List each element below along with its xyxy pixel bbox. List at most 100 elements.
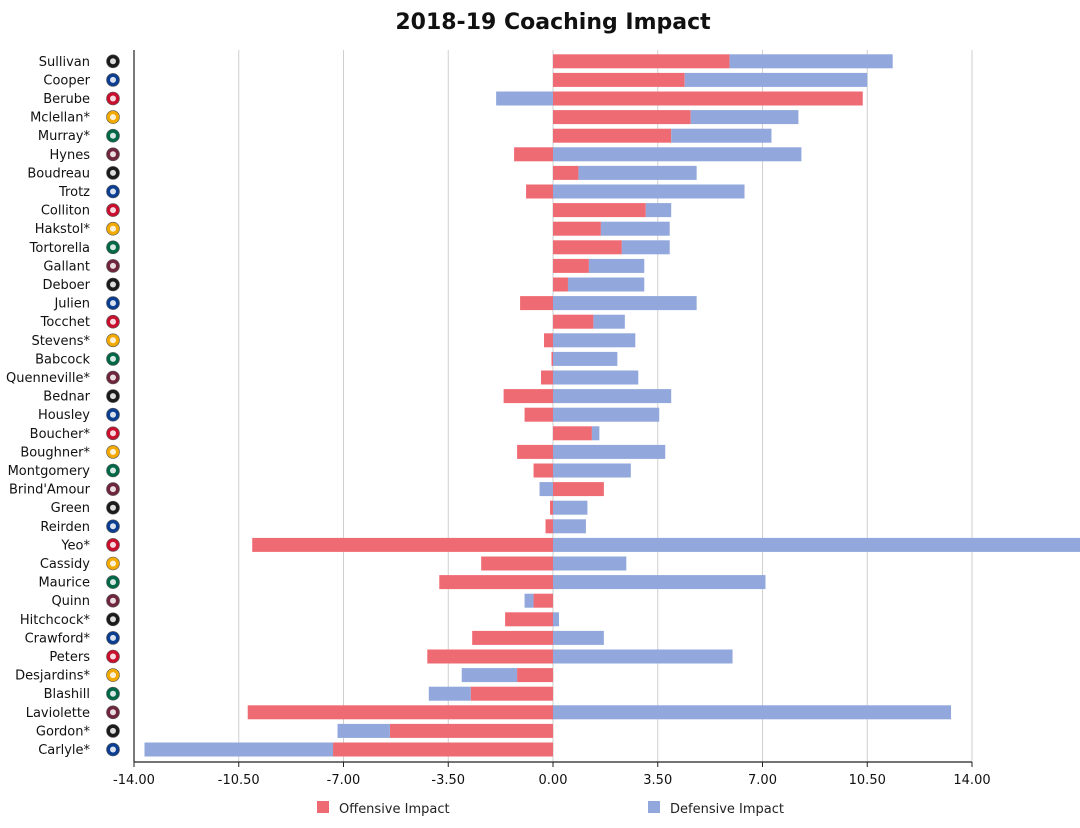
category-label: Bednar bbox=[43, 390, 90, 405]
category-label: Crawford* bbox=[25, 631, 91, 646]
bar-offensive bbox=[517, 444, 553, 459]
los-angeles-kings-logo-icon bbox=[106, 333, 120, 348]
dallas-stars-logo-icon bbox=[106, 463, 120, 478]
bar-offensive bbox=[333, 742, 553, 757]
logo-center bbox=[110, 467, 116, 474]
bar-defensive bbox=[553, 370, 639, 385]
florida-panthers-logo-icon bbox=[106, 445, 120, 459]
bar-defensive bbox=[337, 723, 390, 738]
bar-offensive bbox=[553, 128, 672, 143]
bar-defensive bbox=[588, 258, 645, 273]
bar-defensive bbox=[645, 203, 672, 218]
anaheim-ducks-logo-icon bbox=[106, 742, 120, 757]
edmonton-oilers-logo-icon bbox=[106, 612, 120, 627]
category-label: Reirden bbox=[40, 520, 90, 535]
category-label: Desjardins* bbox=[15, 669, 90, 684]
category-label: Hitchcock* bbox=[20, 613, 91, 628]
logo-center bbox=[110, 541, 116, 548]
logo-center bbox=[110, 244, 116, 251]
logo-center bbox=[110, 523, 116, 530]
bar-defensive bbox=[593, 314, 625, 329]
bar-offensive bbox=[553, 165, 579, 180]
category-label: Colliton bbox=[41, 204, 90, 219]
ottawa-senators-logo-icon bbox=[106, 426, 120, 441]
category-label: Gallant bbox=[43, 259, 90, 274]
bar-offensive bbox=[541, 370, 553, 385]
arizona-coyotes-logo-icon bbox=[106, 314, 120, 329]
logo-center bbox=[110, 169, 116, 176]
x-tick-labels: -14.00 -10.50 -7.00 -3.50 0.00 3.50 7.00 10.50 1… bbox=[113, 773, 991, 788]
logo-center bbox=[110, 76, 116, 83]
category-label: Murray* bbox=[38, 129, 91, 144]
calgary-flames-logo-icon bbox=[106, 649, 120, 664]
vancouver-canucks-logo-icon bbox=[106, 500, 120, 515]
x-tick-label: 0.00 bbox=[539, 773, 568, 788]
logo-center bbox=[110, 690, 116, 697]
category-label: Housley bbox=[38, 408, 90, 423]
bar-offensive bbox=[545, 519, 553, 534]
bar-defensive bbox=[553, 575, 766, 590]
bar-defensive bbox=[684, 72, 868, 87]
toronto-maple-leafs-logo-icon bbox=[106, 352, 120, 366]
logo-center bbox=[110, 374, 116, 381]
logo-center bbox=[110, 262, 116, 269]
minnesota-wild-logo-icon bbox=[106, 166, 120, 180]
bar-defensive bbox=[553, 500, 588, 515]
bar-defensive bbox=[553, 333, 636, 348]
category-label: Maurice bbox=[38, 576, 90, 591]
bar-offensive bbox=[524, 407, 553, 422]
category-label: Yeo* bbox=[60, 538, 90, 553]
pittsburgh-penguins-logo-icon bbox=[106, 54, 120, 69]
bar-offensive bbox=[439, 575, 553, 590]
washington-capitals-logo-icon bbox=[106, 519, 120, 534]
bar-defensive bbox=[553, 184, 745, 199]
bar-defensive bbox=[621, 240, 670, 255]
bar-offensive bbox=[553, 72, 685, 87]
ottawa-senators-logo-icon bbox=[106, 631, 120, 645]
st-louis-blues-logo-icon bbox=[106, 538, 120, 552]
team-logos bbox=[106, 54, 120, 757]
logo-center bbox=[110, 355, 116, 362]
category-label: Babcock bbox=[35, 352, 90, 367]
bar-offensive bbox=[553, 91, 863, 106]
category-label: Gordon* bbox=[36, 724, 91, 739]
bar-offensive bbox=[553, 258, 589, 273]
bar-defensive bbox=[553, 407, 660, 422]
category-label: Cassidy bbox=[40, 557, 90, 572]
logo-center bbox=[110, 188, 116, 195]
logo-center bbox=[110, 430, 116, 437]
category-label: Tortorella bbox=[29, 241, 90, 256]
boston-bruins-logo-icon bbox=[106, 556, 120, 571]
montreal-canadiens-logo-icon bbox=[106, 296, 120, 310]
category-label: Hakstol* bbox=[35, 222, 91, 237]
logo-center bbox=[110, 746, 116, 753]
category-label: Mclellan* bbox=[30, 111, 90, 126]
bar-defensive bbox=[553, 630, 604, 645]
logo-center bbox=[110, 411, 116, 418]
category-label: Blashill bbox=[44, 687, 90, 702]
bar-defensive bbox=[461, 668, 518, 683]
x-tick-label: -14.00 bbox=[113, 773, 155, 788]
nashville-predators-logo-icon bbox=[106, 705, 120, 720]
category-label: Boudreau bbox=[27, 166, 90, 181]
category-label: Sullivan bbox=[39, 55, 90, 70]
bar-defensive bbox=[553, 444, 666, 459]
legend: Offensive Impact Defensive Impact bbox=[317, 801, 784, 817]
category-label: Hynes bbox=[50, 148, 91, 163]
bar-offensive bbox=[427, 649, 553, 664]
bar-defensive bbox=[567, 277, 645, 292]
san-jose-sharks-logo-icon bbox=[106, 277, 120, 292]
bar-offensive bbox=[526, 184, 553, 199]
vegas-golden-knights-logo-icon bbox=[106, 259, 120, 273]
bar-offensive bbox=[550, 500, 553, 515]
bar-defensive bbox=[428, 686, 471, 701]
logo-center bbox=[110, 709, 116, 716]
edmonton-oilers-logo-icon bbox=[106, 110, 120, 124]
category-label: Berube bbox=[43, 92, 90, 107]
bar-defensive bbox=[729, 54, 893, 69]
carolina-hurricanes-logo-icon bbox=[106, 482, 120, 496]
bar-defensive bbox=[539, 482, 553, 497]
logo-center bbox=[110, 58, 116, 65]
x-tick-label: 10.50 bbox=[849, 773, 886, 788]
x-tick-label: 7.00 bbox=[748, 773, 777, 788]
